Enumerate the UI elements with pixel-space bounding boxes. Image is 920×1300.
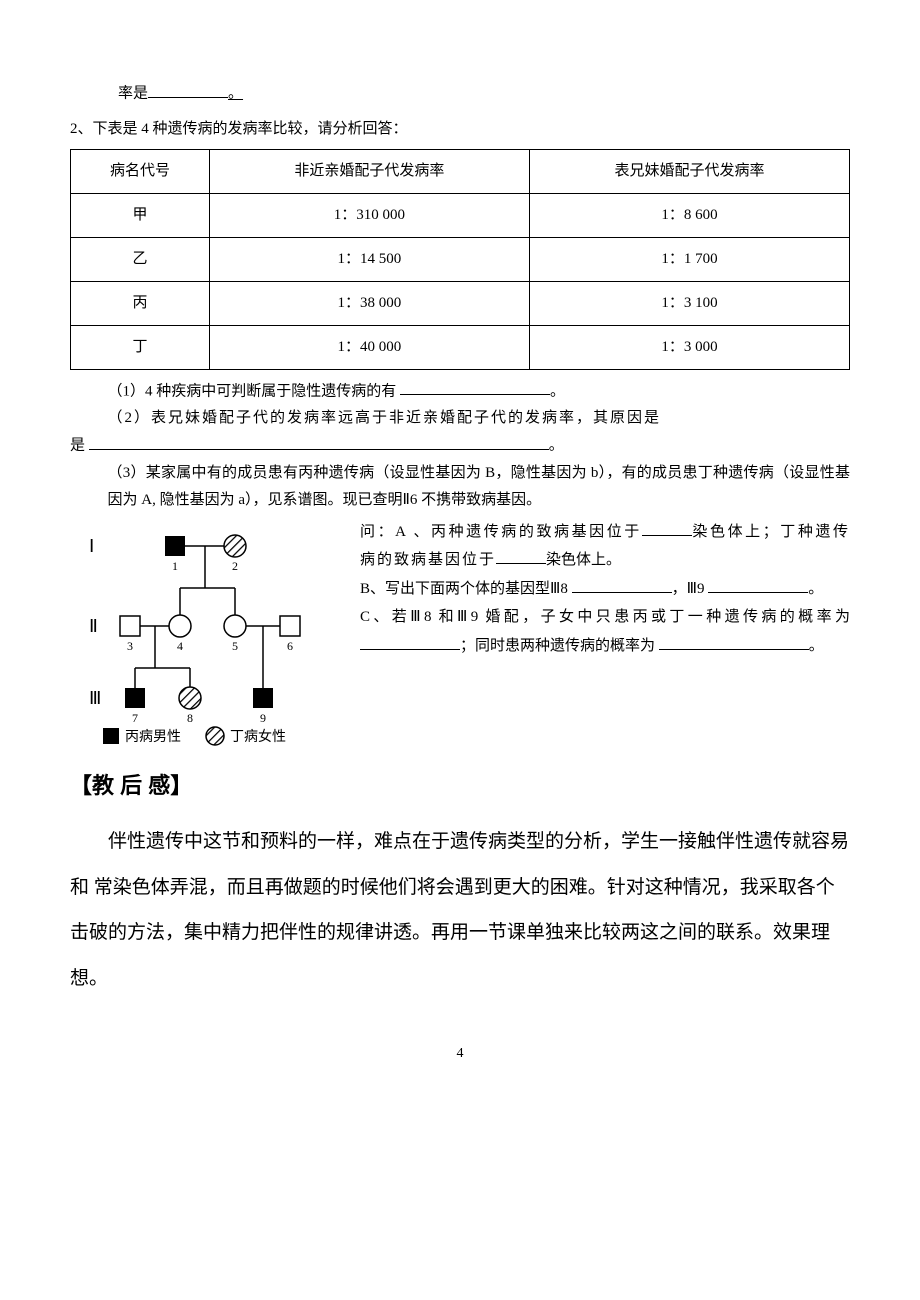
q2-sub3-intro: （3）某家属中有的成员患有丙种遗传病（设显性基因为 B，隐性基因为 b），有的成… <box>70 460 850 514</box>
svg-text:4: 4 <box>177 639 183 653</box>
svg-text:1: 1 <box>172 559 178 573</box>
legend-circle-icon <box>206 727 224 745</box>
node-III9 <box>253 688 273 708</box>
q1-blank[interactable] <box>148 80 228 98</box>
node-III7 <box>125 688 145 708</box>
q3a-pre: 问：A 、丙种遗传病的致病基因位于 <box>360 524 642 540</box>
svg-text:7: 7 <box>132 711 138 725</box>
table-row: 丁1：40 0001：3 000 <box>71 325 850 369</box>
q3-right-text: 问：A 、丙种遗传病的致病基因位于染色体上；丁种遗传病的致病基因位于染色体上。 … <box>360 518 850 661</box>
period: 。 <box>549 438 564 454</box>
q3b-pre: B、写出下面两个体的基因型Ⅲ8 <box>360 581 568 597</box>
svg-text:8: 8 <box>187 711 193 725</box>
q3c-mid: ；同时患两种遗传病的概率为 <box>460 638 655 654</box>
q2-sub2-text: （2）表兄妹婚配子代的发病率远高于非近亲婚配子代的发病率，其原因是 <box>70 410 661 426</box>
table-row: 乙1：14 5001：1 700 <box>71 237 850 281</box>
pedigree-diagram: Ⅰ Ⅱ Ⅲ 1 2 3 4 5 6 <box>70 518 350 748</box>
svg-text:2: 2 <box>232 559 238 573</box>
svg-text:丁病女性: 丁病女性 <box>230 728 286 745</box>
th-nonkin: 非近亲婚配子代发病率 <box>209 149 529 193</box>
reflection-text: 伴性遗传中这节和预料的一样，难点在于遗传病类型的分析，学生一接触伴性遗传就容易和… <box>70 819 850 1001</box>
gen-label-1: Ⅰ <box>89 536 94 556</box>
node-I2 <box>224 535 246 557</box>
svg-text:3: 3 <box>127 639 133 653</box>
q2-sub1-blank[interactable] <box>400 378 550 396</box>
q1-period: 。 <box>228 86 243 102</box>
q3c-blank2[interactable] <box>659 632 809 650</box>
legend-square-icon <box>103 728 119 744</box>
node-II5 <box>224 615 246 637</box>
q2-sub1-text: （1）4 种疾病中可判断属于隐性遗传病的有 <box>108 383 397 399</box>
q2-intro: 2、下表是 4 种遗传病的发病率比较，请分析回答： <box>70 116 850 143</box>
svg-text:5: 5 <box>232 639 238 653</box>
svg-text:6: 6 <box>287 639 293 653</box>
table-row: 丙1：38 0001：3 100 <box>71 281 850 325</box>
q1-tail-line: 率是 。 <box>70 80 850 108</box>
svg-text:丙病男性: 丙病男性 <box>125 729 181 745</box>
q2-sub1: （1）4 种疾病中可判断属于隐性遗传病的有 。 <box>70 378 850 406</box>
disease-table: 病名代号 非近亲婚配子代发病率 表兄妹婚配子代发病率 甲1：310 0001：8… <box>70 149 850 370</box>
q1-tail-prefix: 率是 <box>118 86 148 102</box>
q3a-blank1[interactable] <box>642 518 692 536</box>
table-header-row: 病名代号 非近亲婚配子代发病率 表兄妹婚配子代发病率 <box>71 149 850 193</box>
q3b-blank2[interactable] <box>708 575 808 593</box>
gen-label-2: Ⅱ <box>89 616 98 636</box>
node-II4 <box>169 615 191 637</box>
section-title: 【教 后 感】 <box>70 766 850 806</box>
period: 。 <box>550 383 565 399</box>
node-I1 <box>165 536 185 556</box>
q3c-blank1[interactable] <box>360 632 460 650</box>
q3b-mid: ，Ⅲ9 <box>672 581 705 597</box>
q2-sub2: （2）表兄妹婚配子代的发病率远高于非近亲婚配子代的发病率，其原因是 是 。 <box>70 405 850 460</box>
table-row: 甲1：310 0001：8 600 <box>71 193 850 237</box>
gen-label-3: Ⅲ <box>89 688 101 708</box>
node-III8 <box>179 687 201 709</box>
q3a-suf: 染色体上。 <box>546 552 621 568</box>
th-name: 病名代号 <box>71 149 210 193</box>
page-number: 4 <box>70 1041 850 1066</box>
th-cousin: 表兄妹婚配子代发病率 <box>529 149 849 193</box>
svg-text:9: 9 <box>260 711 266 725</box>
q3a-blank2[interactable] <box>496 547 546 565</box>
q2-sub2-blank[interactable] <box>89 432 549 450</box>
q3b-blank1[interactable] <box>572 575 672 593</box>
q3c-pre: C、若Ⅲ8 和Ⅲ9 婚配，子女中只患丙或丁一种遗传病的概率为 <box>360 609 850 625</box>
node-II3 <box>120 616 140 636</box>
node-II6 <box>280 616 300 636</box>
